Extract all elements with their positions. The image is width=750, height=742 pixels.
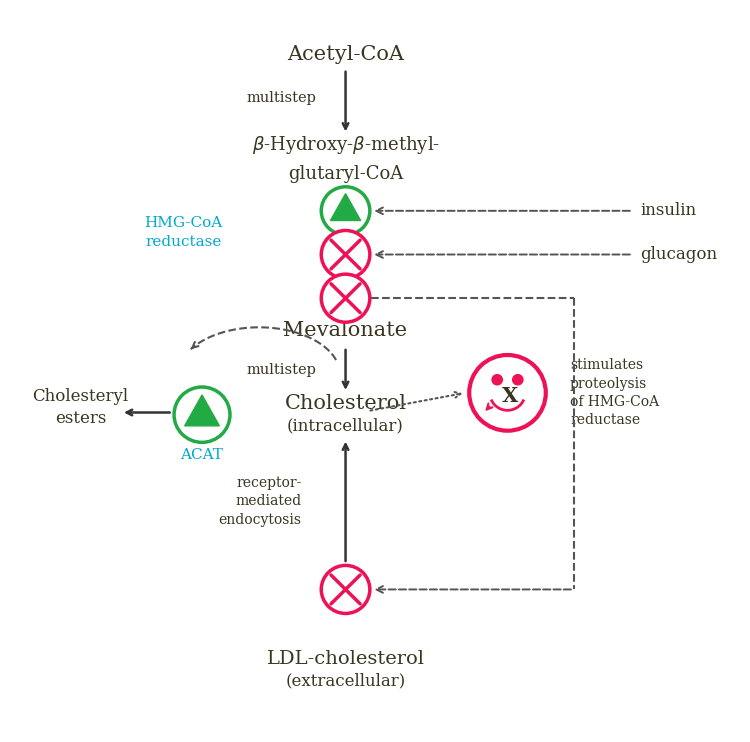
Polygon shape xyxy=(184,395,219,426)
Circle shape xyxy=(174,387,230,442)
Circle shape xyxy=(321,231,370,278)
Circle shape xyxy=(321,565,370,614)
Circle shape xyxy=(321,187,370,235)
Text: receptor-
mediated
endocytosis: receptor- mediated endocytosis xyxy=(218,476,302,527)
Text: multistep: multistep xyxy=(246,363,316,377)
Text: Acetyl-CoA: Acetyl-CoA xyxy=(287,45,404,64)
Text: (extracellular): (extracellular) xyxy=(286,672,406,689)
Text: X: X xyxy=(502,387,518,407)
Text: Cholesterol: Cholesterol xyxy=(284,394,406,413)
Circle shape xyxy=(321,274,370,322)
Text: stimulates
proteolysis
of HMG-CoA
reductase: stimulates proteolysis of HMG-CoA reduct… xyxy=(570,358,659,427)
Text: LDL-cholesterol: LDL-cholesterol xyxy=(266,649,424,668)
Text: ACAT: ACAT xyxy=(181,447,224,462)
Text: insulin: insulin xyxy=(640,203,696,220)
Circle shape xyxy=(492,375,502,385)
Text: Cholesteryl
esters: Cholesteryl esters xyxy=(32,388,128,427)
Text: glutaryl-CoA: glutaryl-CoA xyxy=(288,165,404,183)
Text: $\mathit{\beta}$-Hydroxy-$\mathit{\beta}$-methyl-: $\mathit{\beta}$-Hydroxy-$\mathit{\beta}… xyxy=(251,134,440,157)
Polygon shape xyxy=(331,194,361,220)
Text: glucagon: glucagon xyxy=(640,246,717,263)
Text: HMG-CoA
reductase: HMG-CoA reductase xyxy=(145,216,223,249)
Text: multistep: multistep xyxy=(246,91,316,105)
Text: Mevalonate: Mevalonate xyxy=(284,321,407,341)
Circle shape xyxy=(513,375,523,385)
Text: (intracellular): (intracellular) xyxy=(287,417,404,434)
